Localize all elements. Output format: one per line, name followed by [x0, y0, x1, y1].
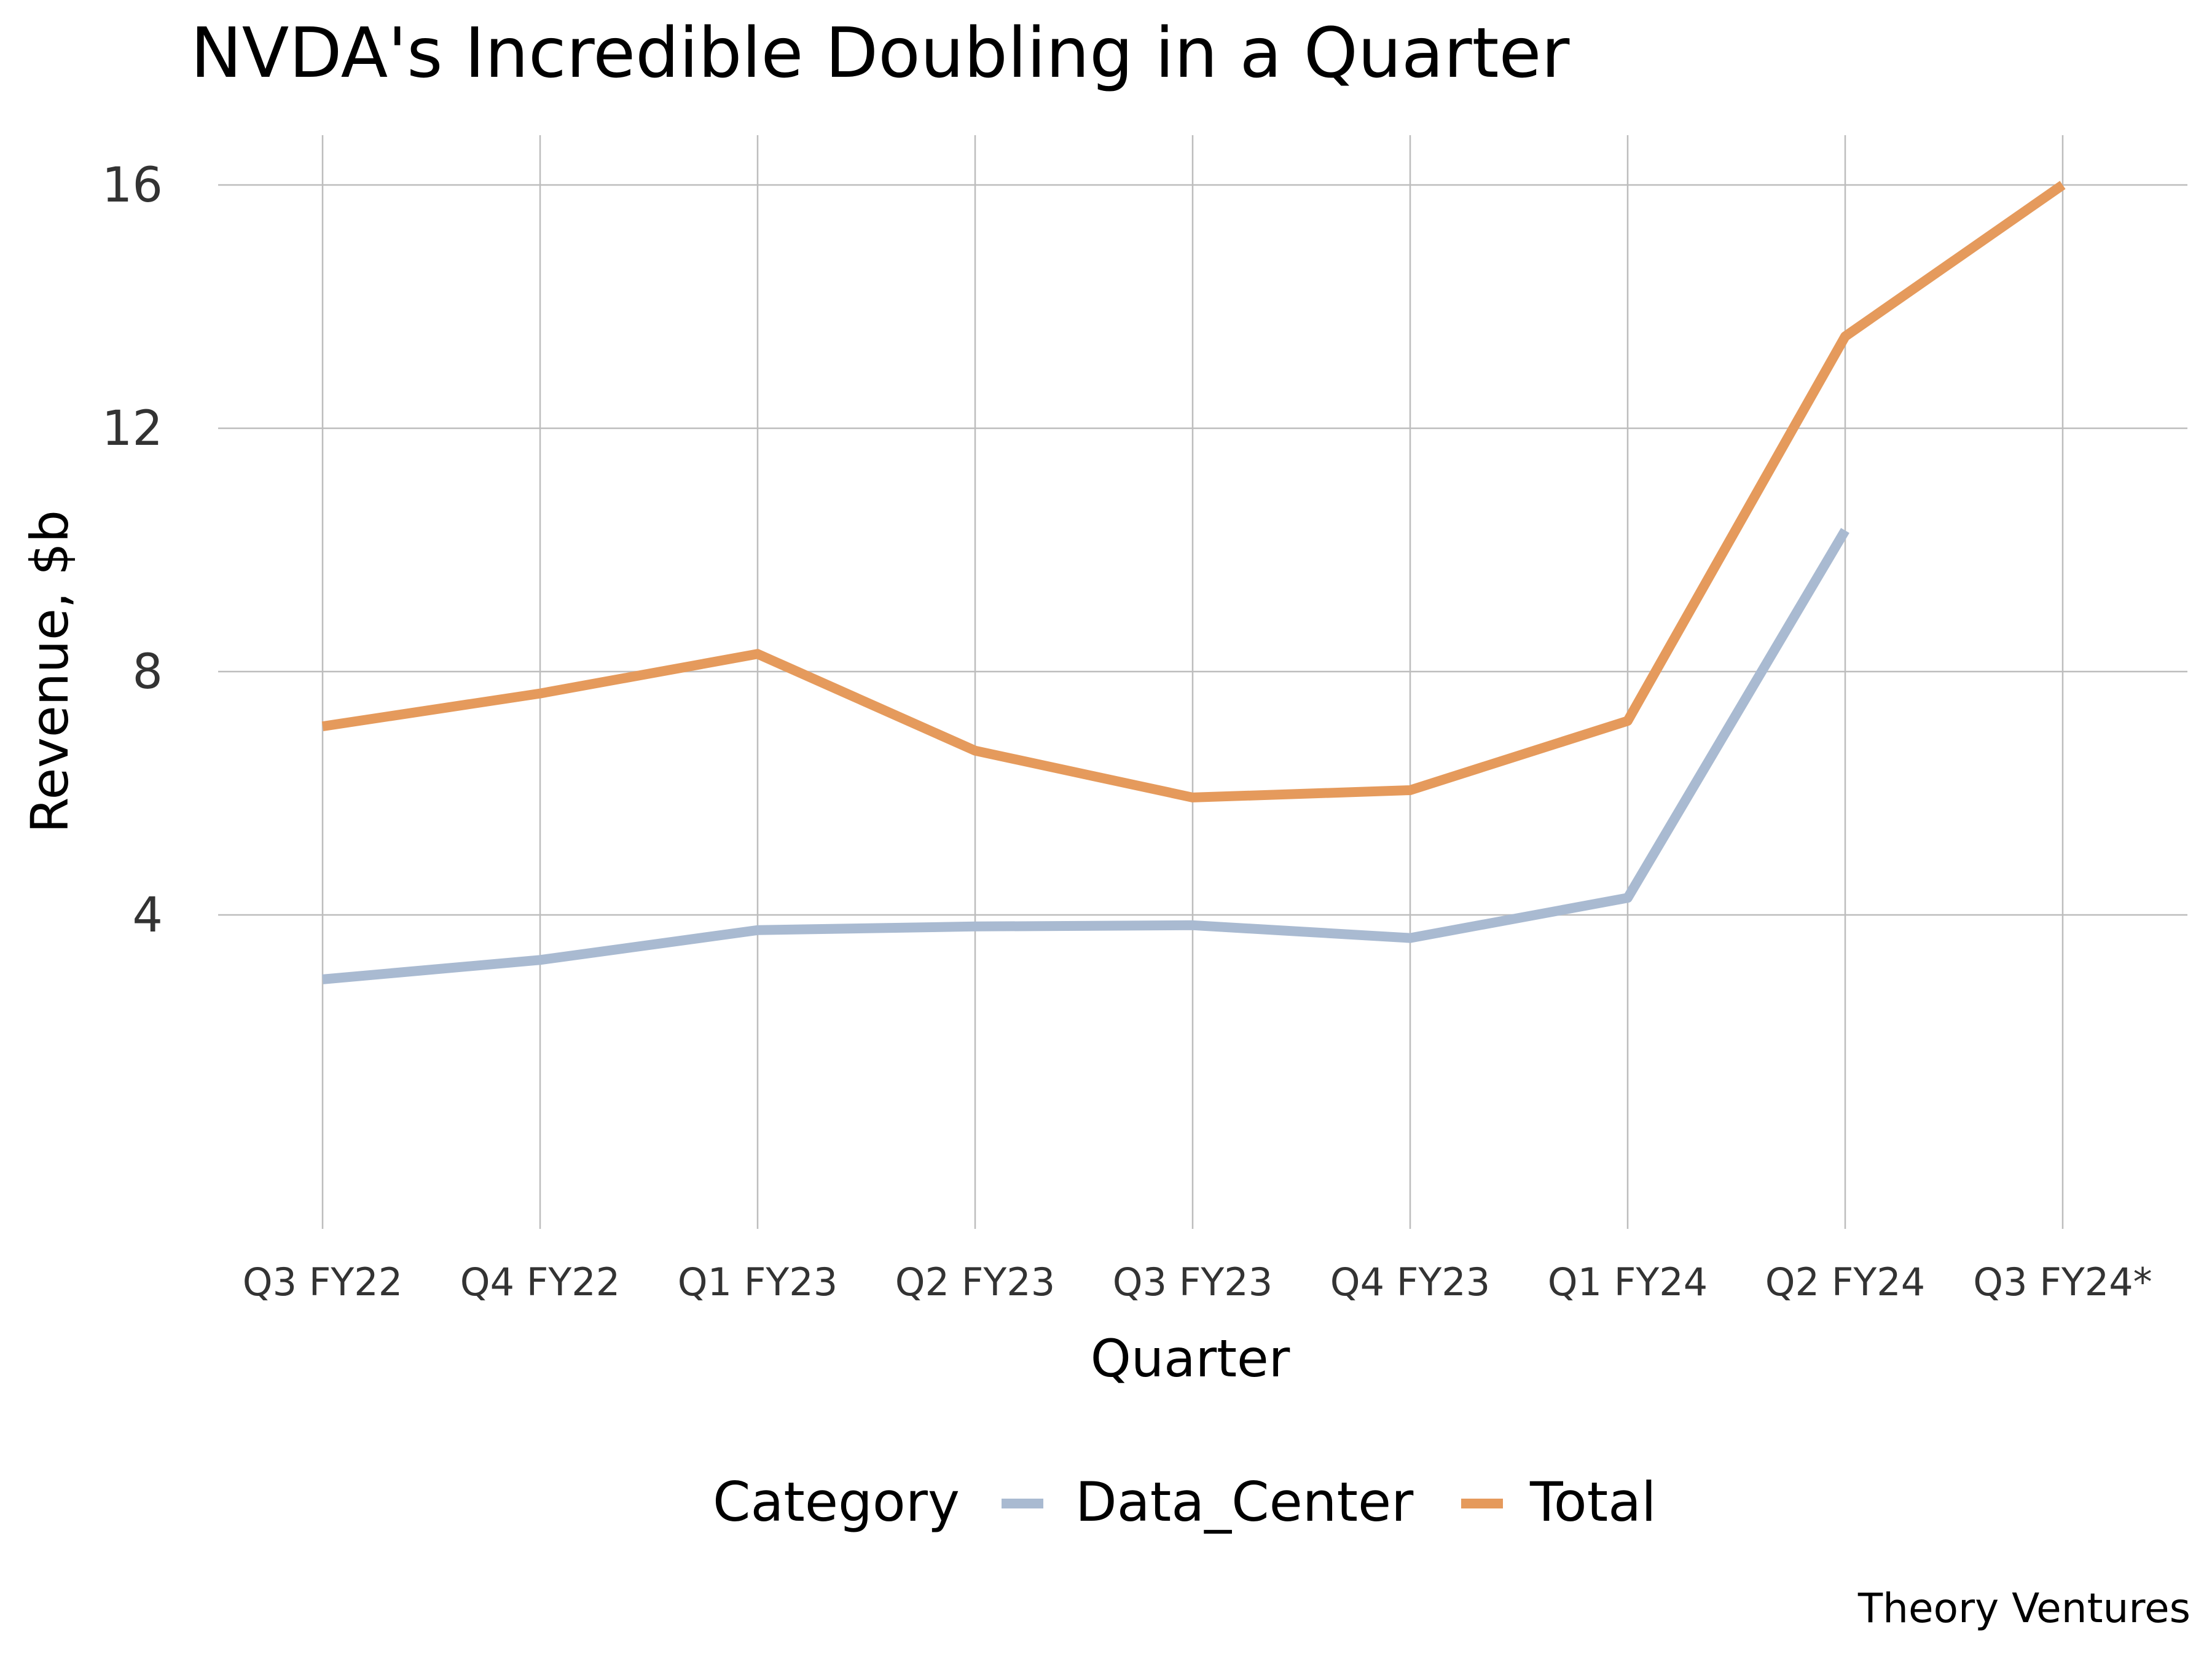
x-tick-q3-fy23: Q3 FY23 — [1113, 1260, 1273, 1304]
vertical-gridlines — [321, 135, 2064, 1229]
chart-title: NVDA's Incredible Doubling in a Quarter — [190, 14, 1570, 93]
x-tick-q4-fy22: Q4 FY22 — [460, 1260, 620, 1304]
x-tick-labels: Q3 FY22 Q4 FY22 Q1 FY23 Q2 FY23 Q3 FY23 Q4 FY… — [243, 1260, 2152, 1304]
x-tick-q2-fy23: Q2 FY23 — [895, 1260, 1055, 1304]
x-tick-q4-fy23: Q4 FY23 — [1330, 1260, 1490, 1304]
legend-label-total: Total — [1529, 1470, 1657, 1534]
y-axis-label: Revenue, $b — [20, 510, 80, 833]
series-lines — [321, 181, 2066, 984]
series-line-data-center — [322, 528, 1849, 984]
horizontal-gridlines — [218, 184, 2187, 916]
series-line-total — [321, 181, 2066, 802]
legend-label-data-center: Data_Center — [1075, 1470, 1414, 1534]
x-tick-q3-fy22: Q3 FY22 — [243, 1260, 402, 1304]
y-tick-16: 16 — [102, 158, 163, 213]
x-tick-q3-fy24: Q3 FY24* — [1973, 1260, 2152, 1304]
x-tick-q2-fy24: Q2 FY24 — [1765, 1260, 1925, 1304]
y-tick-8: 8 — [132, 645, 163, 700]
x-axis-label: Quarter — [1091, 1328, 1290, 1389]
x-tick-q1-fy24: Q1 FY24 — [1548, 1260, 1708, 1304]
legend: Category Data_Center Total — [713, 1470, 1657, 1534]
y-tick-labels: 4 8 12 16 — [102, 158, 163, 943]
y-tick-12: 12 — [102, 401, 163, 457]
legend-title: Category — [713, 1470, 960, 1534]
caption: Theory Ventures — [1857, 1585, 2190, 1632]
y-tick-4: 4 — [132, 888, 163, 943]
x-tick-q1-fy23: Q1 FY23 — [678, 1260, 837, 1304]
